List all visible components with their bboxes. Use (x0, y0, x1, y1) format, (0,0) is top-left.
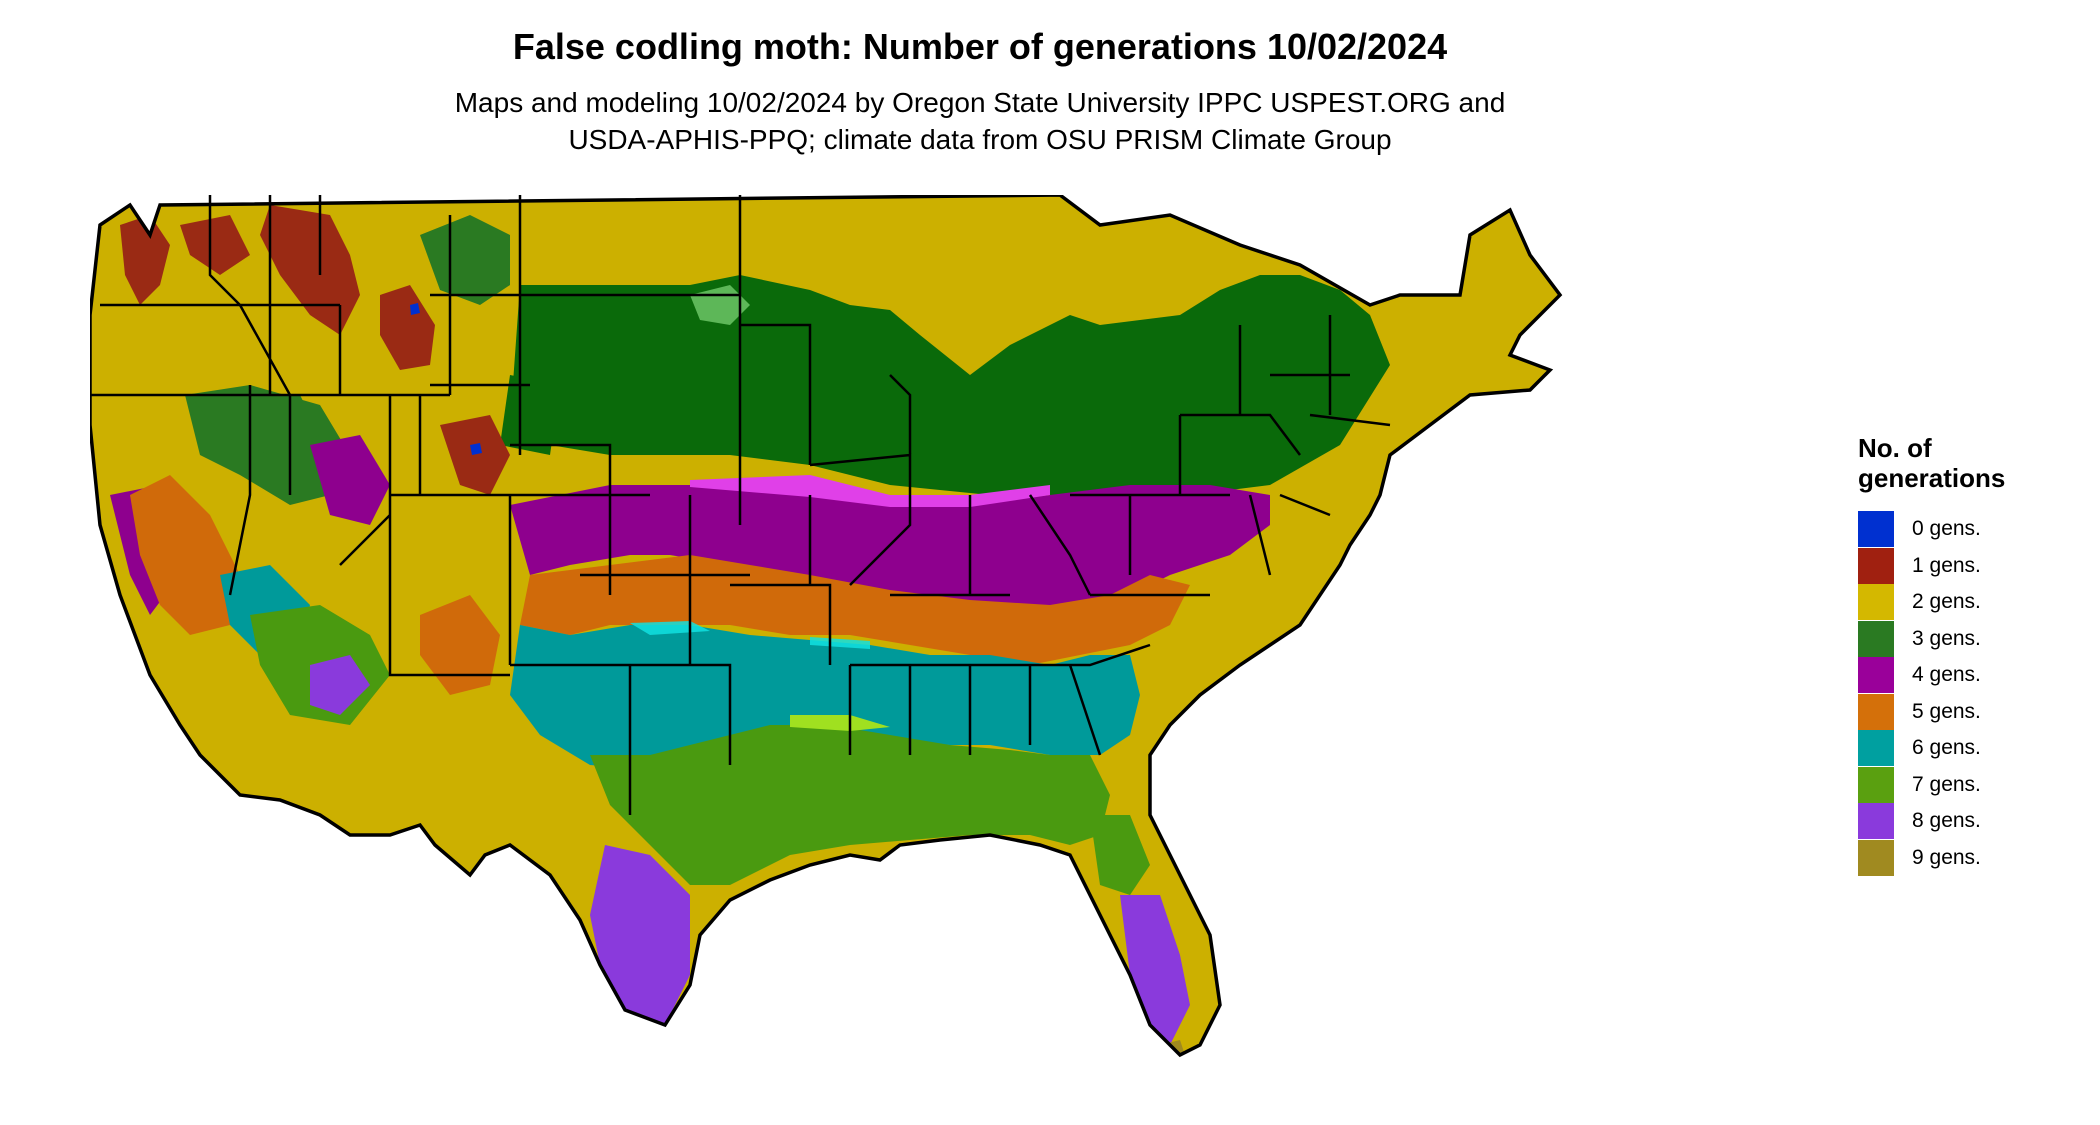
legend-label: 9 gens. (1912, 845, 1981, 869)
border-lines (90, 195, 1391, 815)
zone-4-gens-light-edge (690, 475, 1050, 507)
legend-label: 3 gens. (1912, 626, 1981, 650)
legend-item: 1 gens. (1858, 547, 2005, 585)
legend-item: 5 gens. (1858, 693, 2005, 731)
zone-7-gens-light-edge (790, 715, 890, 731)
subtitle-line-2: USDA-APHIS-PPQ; climate data from OSU PR… (568, 124, 1392, 155)
zone-3-gens-plains (510, 275, 1390, 500)
legend-swatch (1858, 620, 1894, 657)
legend-title-line-2: generations (1858, 463, 2006, 493)
legend: No. of generations 0 gens. 1 gens. 2 gens.… (1858, 433, 2005, 876)
legend-swatch (1858, 803, 1894, 840)
legend-item: 7 gens. (1858, 766, 2005, 804)
zone-5-gens-southwest (420, 595, 500, 695)
legend-label: 6 gens. (1912, 736, 1981, 760)
legend-swatch (1858, 547, 1894, 584)
legend-label: 7 gens. (1912, 772, 1981, 796)
legend-label: 8 gens. (1912, 809, 1981, 833)
map-subtitle: Maps and modeling 10/02/2024 by Oregon S… (0, 84, 1960, 158)
legend-item: 3 gens. (1858, 620, 2005, 658)
legend-title-line-1: No. of (1858, 433, 1932, 463)
legend-swatch (1858, 693, 1894, 730)
zone-8-gens-texas (590, 845, 690, 1025)
legend-label: 1 gens. (1912, 553, 1981, 577)
nation-outline (90, 195, 1563, 1058)
legend-label: 4 gens. (1912, 663, 1981, 687)
zone-1-gen-cascades (120, 215, 170, 305)
legend-swatch (1858, 730, 1894, 767)
zone-5-gens-california (130, 475, 240, 635)
zone-5-gens-band (520, 555, 1190, 665)
zone-3-gens-montana (420, 215, 510, 305)
zone-3-gens-great-basin (190, 395, 320, 455)
zone-6-gens-band (510, 625, 1140, 770)
zone-8-gens-arizona (310, 655, 370, 715)
legend-item: 9 gens. (1858, 839, 2005, 877)
generation-zones (90, 195, 1560, 1055)
legend-item: 4 gens. (1858, 657, 2005, 694)
legend-label: 0 gens. (1912, 517, 1981, 541)
legend-swatch (1858, 766, 1894, 803)
zone-3-gens-colorado (500, 375, 560, 455)
zone-1-gen-montana (180, 215, 250, 275)
legend-items: 0 gens. 1 gens. 2 gens. 3 gens. 4 gens. 5 gen… (1858, 511, 2005, 876)
state-borders (90, 195, 1563, 1058)
legend-title: No. of generations (1858, 433, 2005, 493)
legend-item: 6 gens. (1858, 730, 2005, 767)
legend-swatch (1858, 511, 1894, 548)
legend-item: 8 gens. (1858, 803, 2005, 840)
legend-label: 2 gens. (1912, 590, 1981, 614)
legend-item: 2 gens. (1858, 584, 2005, 621)
zone-1-gen-wyoming (380, 285, 435, 370)
legend-label: 5 gens. (1912, 699, 1981, 723)
legend-item: 0 gens. (1858, 511, 2005, 548)
zone-1-gen-idaho (260, 205, 360, 335)
subtitle-line-1: Maps and modeling 10/02/2024 by Oregon S… (454, 87, 1506, 118)
zone-7-gens-gulf (590, 725, 1110, 885)
legend-swatch (1858, 657, 1894, 694)
zone-4-gens-utah (310, 435, 390, 525)
legend-swatch (1858, 584, 1894, 621)
zone-7-gens-florida (1090, 815, 1150, 895)
map-title: False codling moth: Number of generation… (512, 26, 1448, 67)
zone-1-gen-rockies (440, 415, 510, 495)
us-generation-map (90, 195, 1563, 1058)
legend-swatch (1858, 839, 1894, 876)
